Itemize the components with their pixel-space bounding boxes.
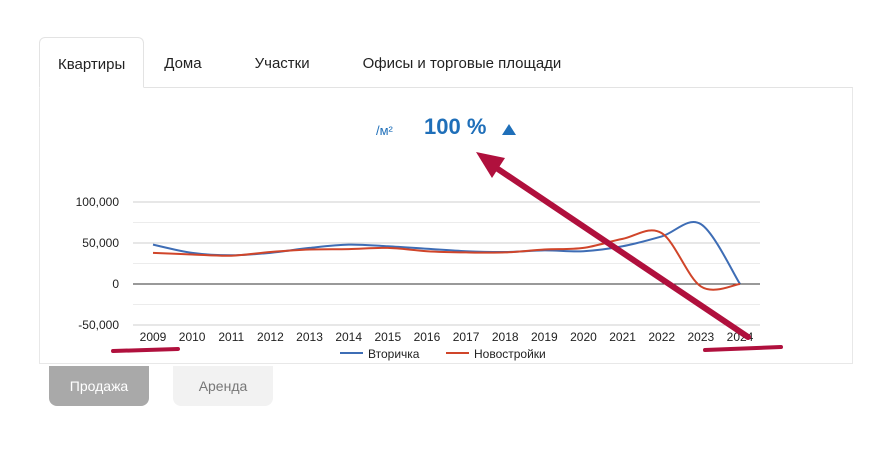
x-tick-label: 2018: [492, 330, 519, 344]
x-tick-label: 2023: [688, 330, 715, 344]
x-tick-label: 2024: [727, 330, 754, 344]
tab-houses[interactable]: Дома: [164, 55, 202, 72]
x-tick-label: 2022: [648, 330, 675, 344]
x-tick-label: 2015: [374, 330, 401, 344]
tab-offices-retail[interactable]: Офисы и торговые площади: [362, 55, 562, 72]
chart-series: [152, 221, 741, 291]
price-unit: /м²: [376, 123, 393, 138]
rent-button[interactable]: Аренда: [173, 366, 273, 406]
x-tick-label: 2020: [570, 330, 597, 344]
legend-label-vtorichka: Вторичка: [368, 347, 420, 361]
x-tick-label: 2012: [257, 330, 284, 344]
x-tick-label: 2009: [140, 330, 167, 344]
x-tick-label: 2017: [453, 330, 480, 344]
legend-label-novostroyki: Новостройки: [474, 347, 546, 361]
tab-apartments[interactable]: Квартиры: [39, 37, 145, 88]
trend-up-icon: [502, 124, 516, 135]
tab-plots[interactable]: Участки: [254, 55, 310, 72]
y-tick-label: 0: [112, 277, 119, 291]
y-axis-ticks: 100,000 50,000 0 -50,000: [76, 195, 120, 332]
x-tick-label: 2021: [609, 330, 636, 344]
y-tick-label: 100,000: [76, 195, 120, 209]
chart-grid: [133, 201, 760, 326]
price-change-value: 100 %: [424, 114, 487, 139]
x-tick-label: 2010: [179, 330, 206, 344]
property-tabs: Квартиры Дома Участки Офисы и торговые п…: [39, 37, 594, 88]
y-tick-label: -50,000: [78, 318, 119, 332]
chart-legend: Вторичка Новостройки: [340, 347, 546, 361]
sale-button[interactable]: Продажа: [49, 366, 149, 406]
x-tick-label: 2013: [296, 330, 323, 344]
x-tick-label: 2011: [218, 330, 244, 344]
x-tick-label: 2019: [531, 330, 558, 344]
x-tick-label: 2016: [414, 330, 441, 344]
x-tick-label: 2014: [335, 330, 362, 344]
y-tick-label: 50,000: [82, 236, 119, 250]
x-axis-ticks: 2009 2010 2011 2012 2013 2014 2015 2016 2017 2018…: [140, 330, 754, 344]
